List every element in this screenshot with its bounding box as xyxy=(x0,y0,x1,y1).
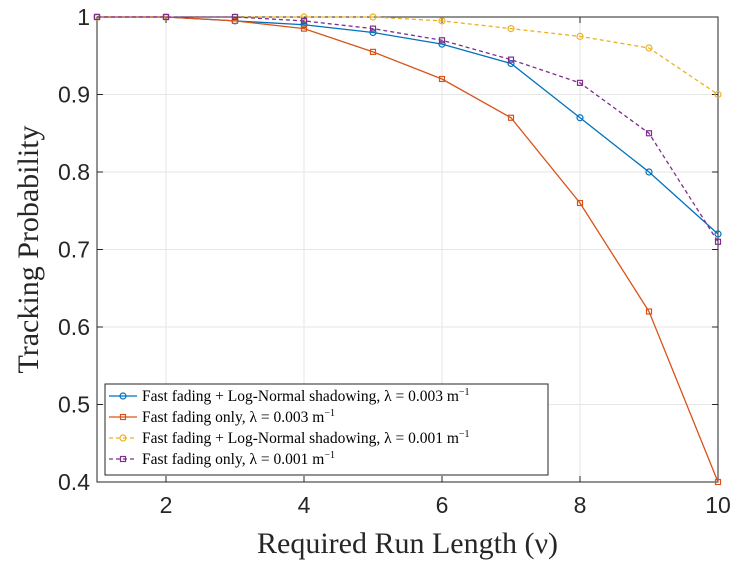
y-tick-label: 1 xyxy=(77,4,90,30)
x-tick-label: 8 xyxy=(574,492,587,518)
data-point xyxy=(231,17,239,24)
series-4 xyxy=(93,13,722,245)
data-point xyxy=(300,17,308,24)
legend-entry: Fast fading only, λ = 0.003 m−1 xyxy=(142,408,335,426)
data-point xyxy=(300,21,308,29)
y-axis-label: Tracking Probability xyxy=(12,125,45,373)
data-point xyxy=(438,40,446,48)
data-point xyxy=(369,13,377,21)
legend-box xyxy=(104,383,549,476)
legend-marker xyxy=(119,392,127,400)
y-tick-label: 0.5 xyxy=(58,392,90,418)
series-line xyxy=(97,16,719,243)
x-axis-label: Required Run Length (ν) xyxy=(257,527,558,560)
data-point xyxy=(507,56,515,63)
data-point xyxy=(645,130,653,137)
legend-marker xyxy=(119,413,127,421)
data-point xyxy=(714,90,722,99)
x-tick-label: 10 xyxy=(705,492,731,518)
data-point xyxy=(645,308,653,315)
data-point xyxy=(714,238,722,245)
y-tick-label: 0.8 xyxy=(58,159,90,185)
data-point xyxy=(576,79,584,86)
y-tick-label: 0.4 xyxy=(58,469,90,495)
x-tick-label: 6 xyxy=(436,492,449,518)
series-line xyxy=(97,16,719,96)
series-line xyxy=(97,16,719,483)
legend-entry: Fast fading + Log-Normal shadowing, λ = … xyxy=(142,387,470,405)
data-point xyxy=(645,44,653,52)
legend-marker xyxy=(119,455,127,463)
data-point xyxy=(576,32,584,40)
data-point xyxy=(438,17,446,25)
x-tick-label: 4 xyxy=(298,492,311,518)
data-point xyxy=(645,168,653,176)
data-point xyxy=(507,59,515,68)
y-tick-label: 0.9 xyxy=(58,82,90,108)
data-point xyxy=(162,13,170,21)
legend-entry: Fast fading + Log-Normal shadowing, λ = … xyxy=(142,429,470,447)
legend-entry: Fast fading only, λ = 0.001 m−1 xyxy=(142,450,335,468)
data-point xyxy=(714,478,722,486)
series-3 xyxy=(93,13,722,99)
data-point xyxy=(369,25,377,32)
series-line xyxy=(97,16,719,235)
series-layer xyxy=(93,13,722,486)
data-point xyxy=(231,13,239,21)
data-point xyxy=(438,75,446,83)
data-point xyxy=(576,199,584,207)
axis-ticks: 2 4 6 8 10 0.4 0.5 0.6 0.7 0.8 0.9 1 xyxy=(58,4,731,518)
data-point xyxy=(300,25,308,32)
data-point xyxy=(714,230,722,238)
legend: Fast fading + Log-Normal shadowing, λ = … xyxy=(104,383,549,476)
data-point xyxy=(507,25,515,33)
data-point xyxy=(93,13,101,21)
data-point xyxy=(438,37,446,44)
y-tick-label: 0.6 xyxy=(58,314,90,340)
data-point xyxy=(300,13,308,21)
series-1 xyxy=(93,13,722,238)
data-point xyxy=(576,114,584,122)
data-point xyxy=(507,114,515,121)
data-point xyxy=(369,28,377,37)
x-tick-label: 2 xyxy=(160,492,173,518)
data-point xyxy=(369,48,377,55)
legend-marker xyxy=(119,434,127,442)
y-tick-label: 0.7 xyxy=(58,237,90,263)
